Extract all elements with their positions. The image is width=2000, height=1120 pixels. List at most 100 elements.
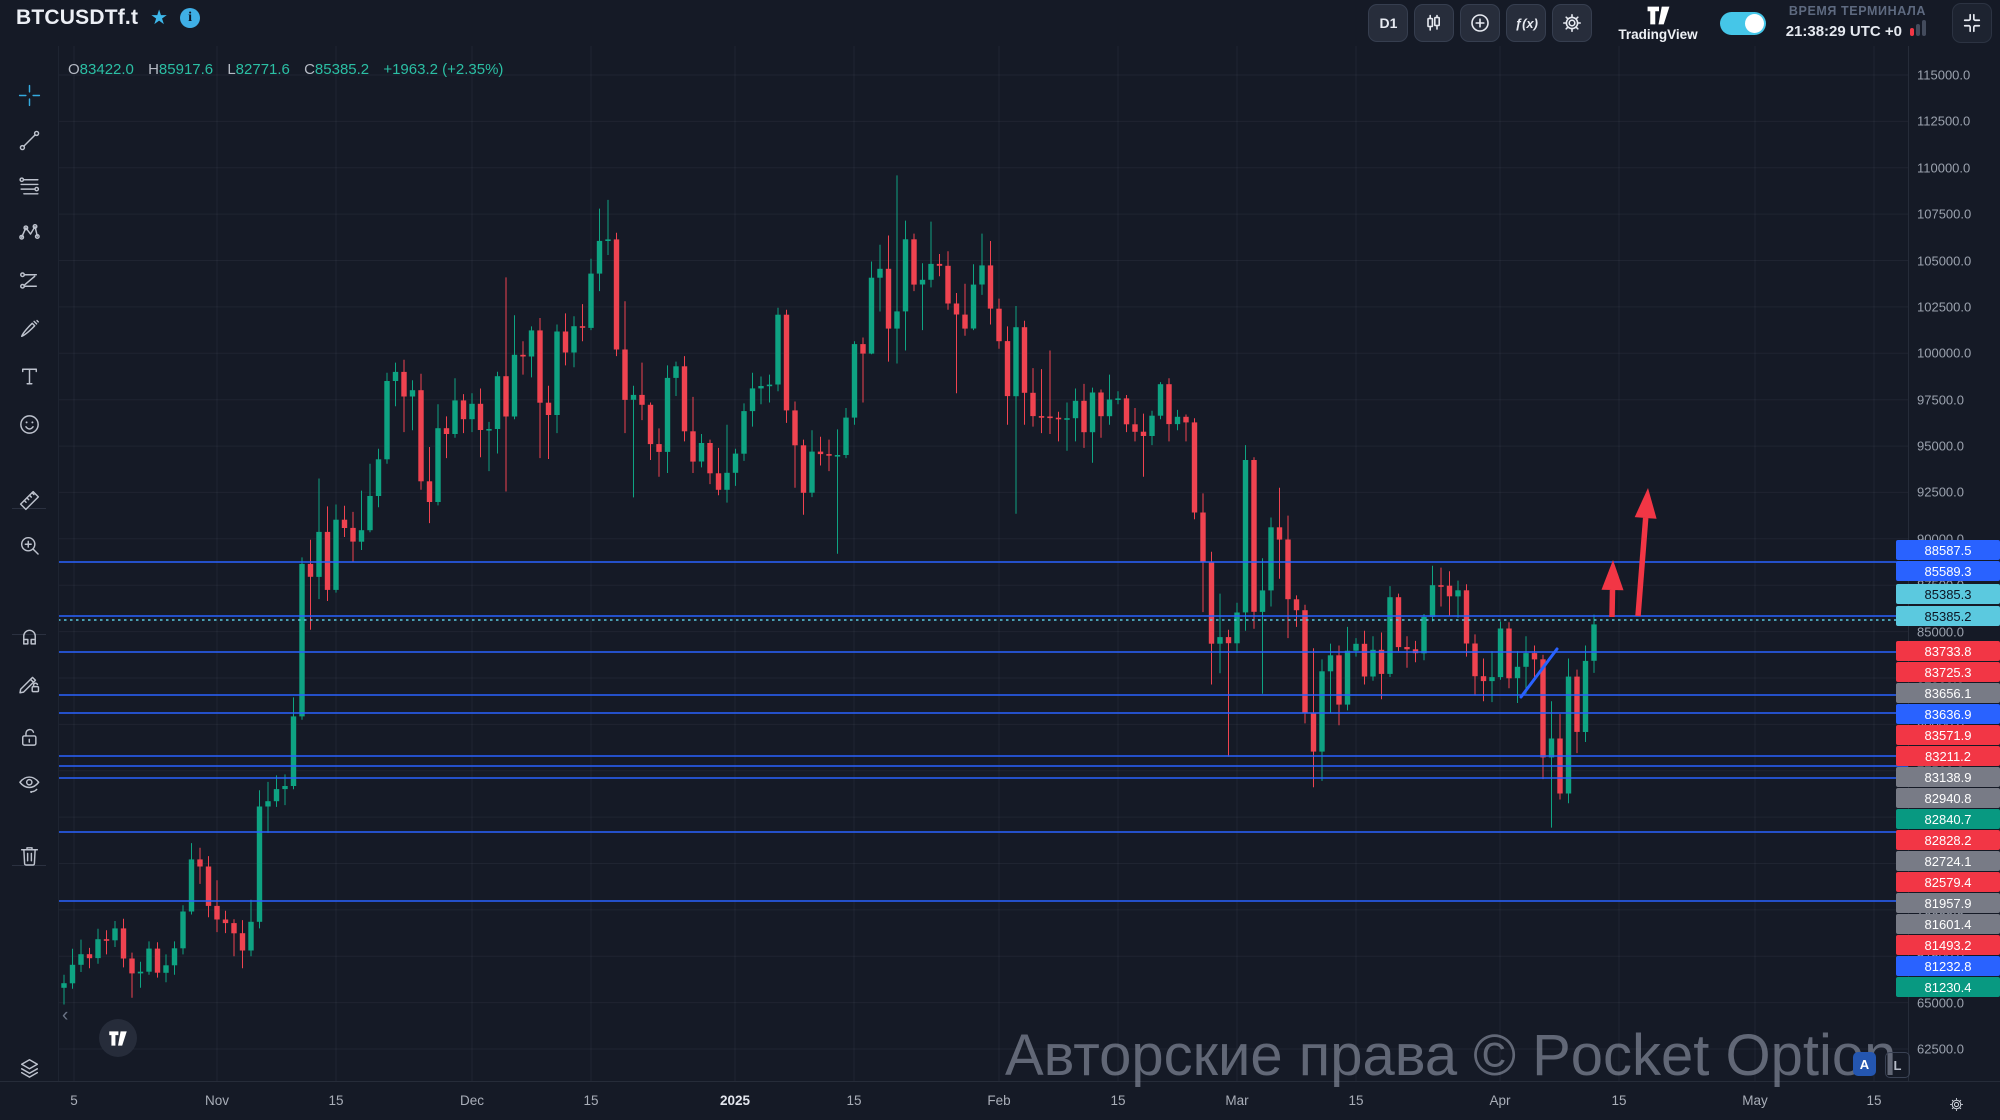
auto-scale-button[interactable]: A — [1853, 1052, 1876, 1076]
magnet-icon — [22, 629, 36, 645]
add-indicator-button[interactable] — [1460, 4, 1501, 42]
open-label: O — [68, 61, 80, 78]
tool-emoji[interactable] — [7, 405, 51, 443]
time-tick: 15 — [1611, 1093, 1627, 1108]
tool-fib-lines[interactable] — [7, 167, 51, 205]
price-tick: 62500.0 — [1917, 1041, 1964, 1057]
tool-trend-line[interactable] — [7, 121, 51, 159]
price-level-badge: 82940.8 — [1896, 788, 2000, 808]
time-tick: May — [1742, 1093, 1768, 1108]
tool-zoom-in[interactable] — [7, 526, 51, 564]
price-axis[interactable]: 115000.0 112500.0 110000.0 107500.0 105000.0… — [1896, 46, 2000, 1082]
collapse-fullscreen-button[interactable] — [1952, 3, 1992, 43]
price-level-badge: 81601.4 — [1896, 914, 2000, 934]
time-tick: 15 — [1866, 1093, 1882, 1108]
tool-magnet[interactable] — [7, 616, 51, 654]
info-icon[interactable]: i — [180, 8, 201, 28]
close-value: 85385.2 — [314, 61, 370, 78]
high-value: 85917.6 — [158, 61, 214, 78]
tool-text[interactable] — [7, 357, 51, 395]
toggle-knob — [1744, 13, 1764, 33]
price-level-badge: 85385.3 — [1896, 584, 2000, 604]
time-tick: Apr — [1489, 1093, 1511, 1108]
price-level-badge: 81232.8 — [1896, 956, 2000, 976]
functions-button[interactable]: ƒ(x) — [1506, 4, 1547, 42]
price-tick: 97500.0 — [1917, 392, 1964, 408]
tradingview-mark-icon — [1647, 6, 1669, 24]
time-tick: 15 — [328, 1093, 344, 1108]
toolbar-divider — [58, 46, 59, 1082]
time-tick: 15 — [1348, 1093, 1364, 1108]
price-tick: 102500.0 — [1917, 299, 1972, 315]
chart-type-button[interactable] — [1414, 4, 1455, 42]
log-scale-button[interactable]: L — [1885, 1052, 1910, 1078]
time-tick: 2025 — [719, 1093, 751, 1108]
toolbar-divider — [12, 508, 46, 509]
change-value: +1963.2 (+2.35%) — [383, 61, 504, 78]
tradingview-label: TradingView — [1618, 26, 1698, 42]
tool-layers[interactable] — [7, 1049, 51, 1087]
tradingview-logo[interactable]: TradingView — [1618, 5, 1698, 42]
text-icon — [21, 367, 37, 385]
tradingview-toggle[interactable] — [1719, 11, 1766, 35]
high-label: H — [148, 61, 159, 78]
price-tick: 95000.0 — [1917, 438, 1964, 454]
price-tick: 100000.0 — [1917, 345, 1972, 361]
tool-xabcd-pattern[interactable] — [7, 213, 51, 251]
collapse-arrows-icon — [1963, 13, 1981, 33]
tool-forecast[interactable] — [7, 261, 51, 299]
price-level-badge: 83656.1 — [1896, 683, 2000, 703]
time-tick: Feb — [987, 1093, 1011, 1108]
price-level-badge: 83211.2 — [1896, 746, 2000, 766]
price-tick: 112500.0 — [1917, 113, 1971, 129]
time-tick: Dec — [459, 1093, 485, 1108]
price-level-badge: 81230.4 — [1896, 977, 2000, 997]
price-level-badge: 82724.1 — [1896, 851, 2000, 871]
settings-button[interactable] — [1552, 4, 1593, 42]
collapse-panel-chevron[interactable]: ‹ — [62, 1005, 69, 1026]
time-axis[interactable]: 5 Nov 15 Dec 15 2025 15 Feb 15 Mar 15 Apr 15 May 15 — [0, 1081, 2000, 1120]
crosshair-icon — [18, 84, 40, 106]
tool-crosshair[interactable] — [7, 76, 51, 114]
brush-icon — [20, 319, 39, 337]
tool-drawing-lock[interactable] — [7, 664, 51, 702]
timeframe-button[interactable]: D1 — [1368, 4, 1409, 42]
price-level-badge: 82828.2 — [1896, 830, 2000, 850]
price-level-badge: 88587.5 — [1896, 540, 2000, 560]
terminal-time-label: ВРЕМЯ ТЕРМИНАЛА — [1788, 4, 1926, 19]
tool-ruler[interactable] — [7, 481, 51, 519]
fx-icon: ƒ(x) — [1514, 15, 1538, 31]
toolbar-divider — [12, 634, 46, 635]
price-level-badge: 83636.9 — [1896, 704, 2000, 724]
terminal-time-value: 21:38:29 UTC +0 — [1785, 22, 1902, 40]
time-tick: 15 — [846, 1093, 862, 1108]
price-level-badge: 81493.2 — [1896, 935, 2000, 955]
hide-drawings-icon — [18, 775, 39, 793]
tool-hide-drawings[interactable] — [7, 764, 51, 802]
favorite-star-icon[interactable]: ★ — [150, 7, 169, 29]
price-tick: 115000.0 — [1917, 67, 1971, 83]
price-level-badge: 83138.9 — [1896, 767, 2000, 787]
zoom-in-icon — [20, 536, 39, 555]
tradingview-mark-icon — [109, 1030, 127, 1046]
xabcd-pattern-icon — [18, 223, 40, 240]
low-label: L — [227, 61, 236, 78]
price-tick: 85000.0 — [1917, 624, 1964, 640]
price-tick: 105000.0 — [1917, 253, 1972, 269]
tool-trash[interactable] — [7, 836, 51, 874]
tool-lock[interactable] — [7, 718, 51, 756]
price-tick: 92500.0 — [1917, 484, 1964, 500]
time-tick: Mar — [1225, 1093, 1249, 1108]
tool-brush[interactable] — [7, 309, 51, 347]
price-level-badge: 82840.7 — [1896, 809, 2000, 829]
tradingview-watermark-logo[interactable] — [99, 1019, 137, 1057]
connection-signal-icon — [1910, 19, 1926, 36]
price-tick: 107500.0 — [1917, 206, 1972, 222]
axis-settings-gear-icon[interactable] — [1947, 1095, 1966, 1119]
symbol-title: BTCUSDTf.t — [16, 6, 139, 29]
drawing-lock-icon — [18, 676, 39, 693]
trash-icon — [20, 846, 38, 866]
drawing-toolbar — [0, 46, 58, 1120]
